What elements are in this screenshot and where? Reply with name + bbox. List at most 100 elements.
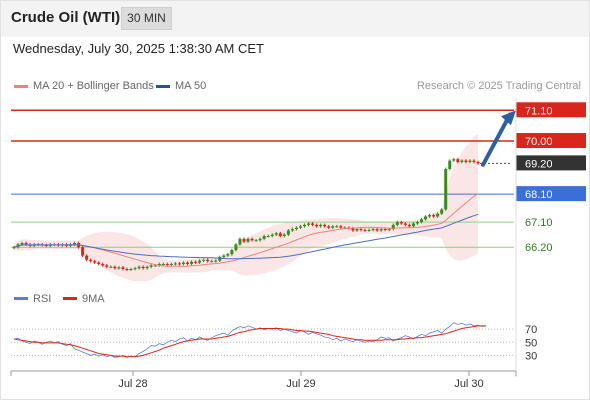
candle-body — [190, 261, 194, 264]
candle-body — [327, 226, 331, 228]
candle-body — [303, 224, 307, 227]
candle-body — [230, 250, 234, 255]
candle-body — [367, 229, 371, 231]
candle-body — [185, 262, 189, 264]
candle-body — [222, 255, 226, 258]
candle-body — [242, 238, 246, 242]
candle-body — [125, 269, 129, 271]
price-tag-69.20: 69.20 — [525, 158, 553, 170]
candle-body — [448, 160, 452, 169]
candle-body — [339, 226, 343, 228]
x-tick-label: Jul 28 — [118, 378, 147, 390]
candle-body — [407, 224, 411, 227]
candle-body — [210, 261, 214, 263]
price-tag-68.10: 68.10 — [525, 189, 553, 201]
candle-body — [363, 229, 367, 231]
candle-body — [250, 238, 254, 241]
candle-body — [149, 265, 153, 267]
rsi-line — [13, 322, 487, 358]
candle-body — [444, 168, 448, 210]
ma20-swatch — [14, 85, 28, 88]
candle-body — [202, 259, 206, 261]
candle-body — [294, 227, 298, 230]
ma50-swatch — [156, 85, 170, 88]
candle-body — [298, 226, 302, 228]
timeframe-badge[interactable]: 30 MIN — [121, 7, 172, 30]
candle-body — [436, 213, 440, 217]
candle-body — [331, 226, 335, 228]
candle-body — [113, 266, 117, 269]
candle-body — [371, 229, 375, 231]
candle-body — [424, 216, 428, 220]
candle-body — [234, 244, 238, 251]
candle-body — [153, 265, 157, 267]
ma20-legend-label: MA 20 + Bollinger Bands — [33, 80, 154, 92]
header-bar: Crude Oil (WTI) 30 MIN — [0, 0, 590, 37]
candle-body — [137, 266, 141, 269]
candle-body — [335, 226, 339, 228]
candle-body — [169, 264, 173, 265]
price-tag-67.10: 67.10 — [525, 217, 553, 229]
candle-body — [133, 268, 137, 270]
price-tag-70.00: 70.00 — [525, 136, 553, 148]
candle-body — [105, 265, 109, 267]
candle-body — [81, 247, 85, 256]
forecast-arrow-shaft — [481, 112, 512, 167]
x-tick-label: Jul 29 — [286, 378, 315, 390]
candle-body — [226, 254, 230, 256]
candle-body — [89, 259, 93, 262]
rsi-tick-70: 70 — [525, 324, 537, 336]
candle-body — [266, 236, 270, 238]
candle-body — [109, 266, 113, 268]
candle-body — [343, 227, 347, 229]
candle-body — [254, 240, 258, 242]
candle-body — [73, 243, 77, 245]
price-tag-71.10: 71.10 — [525, 105, 553, 117]
candle-body — [355, 229, 359, 231]
candle-body — [399, 222, 403, 224]
candle-body — [387, 229, 391, 231]
candle-body — [359, 229, 363, 231]
candle-body — [85, 255, 89, 260]
candle-body — [145, 266, 149, 269]
rsi-swatch — [14, 297, 28, 300]
candle-body — [173, 263, 177, 265]
candle-body — [286, 230, 290, 235]
candle-body — [428, 215, 432, 217]
ma50-line — [13, 213, 479, 260]
research-credit: Research © 2025 Trading Central — [416, 80, 581, 92]
candle-body — [351, 228, 355, 231]
candle-body — [117, 267, 121, 269]
price-tag-bg — [516, 155, 586, 171]
candle-body — [476, 161, 480, 164]
candle-body — [456, 159, 460, 162]
candle-body — [270, 234, 274, 237]
candle-body — [460, 160, 464, 162]
candle-body — [472, 160, 476, 162]
candle-body — [311, 223, 315, 225]
rsi-ma-legend-label: 9MA — [82, 293, 105, 305]
x-tick-label: Jul 30 — [454, 378, 483, 390]
rsi-tick-50: 50 — [525, 337, 537, 349]
timestamp: Wednesday, July 30, 2025 1:38:30 AM CET — [13, 41, 264, 56]
candle-body — [157, 264, 161, 266]
candle-body — [24, 243, 28, 245]
candle-body — [258, 238, 262, 241]
price-tag-bg — [516, 186, 586, 202]
candle-body — [375, 229, 379, 231]
candle-body — [468, 160, 472, 162]
candle-body — [319, 224, 323, 227]
candle-body — [262, 236, 266, 239]
price-tag-bg — [516, 133, 586, 149]
candle-body — [432, 215, 436, 217]
candle-body — [181, 262, 185, 264]
candle-body — [129, 269, 133, 271]
candle-body — [141, 266, 145, 269]
candle-body — [274, 233, 278, 235]
candle-body — [315, 224, 319, 227]
candle-body — [415, 222, 419, 224]
candle-body — [464, 160, 468, 162]
candle-body — [121, 267, 125, 270]
bollinger-band — [14, 133, 478, 282]
